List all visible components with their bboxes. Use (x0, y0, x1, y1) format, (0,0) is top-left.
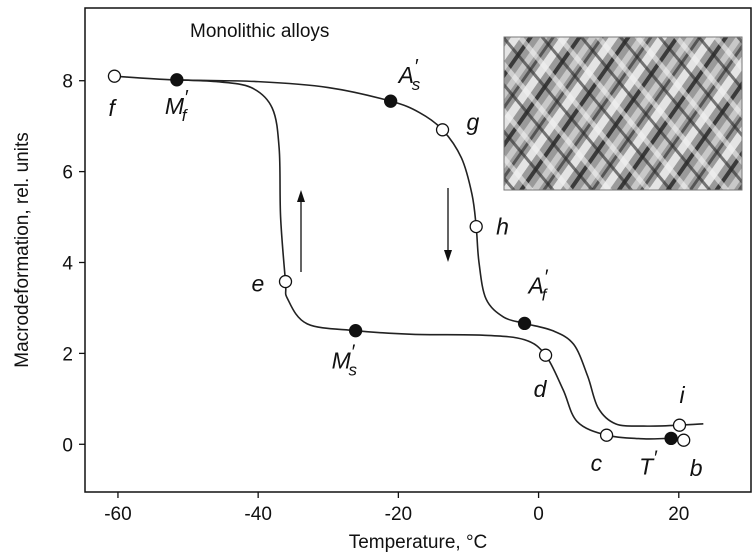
point-label-sup: ′ (414, 56, 419, 78)
point-label-label: f (108, 95, 117, 121)
x-tick-label: -40 (244, 504, 271, 525)
point-label: A′ f (527, 266, 549, 304)
point-label: b (690, 455, 703, 481)
point (107, 69, 122, 83)
point-label-sup: ′ (544, 266, 549, 288)
x-axis-label: Temperature, °C (349, 532, 488, 553)
point-label-label: M (165, 93, 185, 119)
point-label: M′ s (332, 342, 358, 380)
point-label: e (252, 271, 265, 297)
arrow-down (444, 188, 452, 262)
y-axis-label: Macrodeformation, rel. units (12, 132, 33, 368)
point-label: d (534, 376, 548, 402)
point-label-sup: ′ (184, 87, 189, 109)
point (348, 324, 363, 338)
point-label-sup: ′ (351, 342, 356, 364)
point (384, 94, 398, 108)
point-label: h (496, 214, 509, 240)
point-label: g (467, 109, 480, 135)
point-label: i (679, 382, 685, 408)
point (517, 316, 532, 331)
point-label-label: b (690, 455, 703, 481)
point-label-label: A (397, 62, 414, 88)
point (538, 348, 553, 362)
point-label: T′ (639, 447, 658, 479)
point (435, 123, 450, 137)
x-tick-label: 20 (668, 504, 689, 525)
point-label: f (108, 95, 117, 121)
point-label-sub: s (349, 361, 358, 380)
point (664, 431, 678, 446)
point-label: M′ f (165, 87, 189, 125)
x-tick-label: -20 (385, 504, 412, 525)
point (170, 73, 184, 87)
point-label-sub: s (412, 75, 421, 94)
y-tick-label: 8 (62, 72, 73, 93)
point-label-label: c (591, 450, 603, 476)
y-tick-label: 0 (62, 435, 73, 456)
x-tick-label: -60 (104, 504, 131, 525)
y-tick-label: 2 (62, 344, 73, 365)
point-label-sub: f (542, 285, 549, 304)
point-label-label: d (534, 376, 548, 402)
y-tick-label: 4 (62, 253, 73, 274)
point-label-label: g (467, 109, 480, 135)
point-label-sup: ′ (653, 447, 658, 469)
point-label-label: T (639, 453, 655, 479)
point (599, 428, 614, 442)
y-tick-label: 6 (62, 163, 73, 184)
point-label: A′ s (397, 56, 421, 94)
point-label-label: A (527, 272, 544, 298)
x-tick-label: 0 (533, 504, 544, 525)
point-label-label: M (332, 348, 352, 374)
point-label-label: i (679, 382, 685, 408)
plot-frame (84, 7, 752, 493)
point (278, 274, 293, 289)
point (672, 418, 687, 432)
curve (114, 75, 704, 427)
point-label-sub: f (182, 106, 189, 125)
annotation: Monolithic alloys (190, 21, 329, 42)
point (677, 433, 691, 447)
micrograph-inset (503, 36, 743, 191)
point-label-label: h (496, 214, 509, 240)
point (469, 219, 483, 234)
arrow-up (297, 190, 305, 272)
point-label-label: e (252, 271, 265, 297)
point-label: c (591, 450, 603, 476)
